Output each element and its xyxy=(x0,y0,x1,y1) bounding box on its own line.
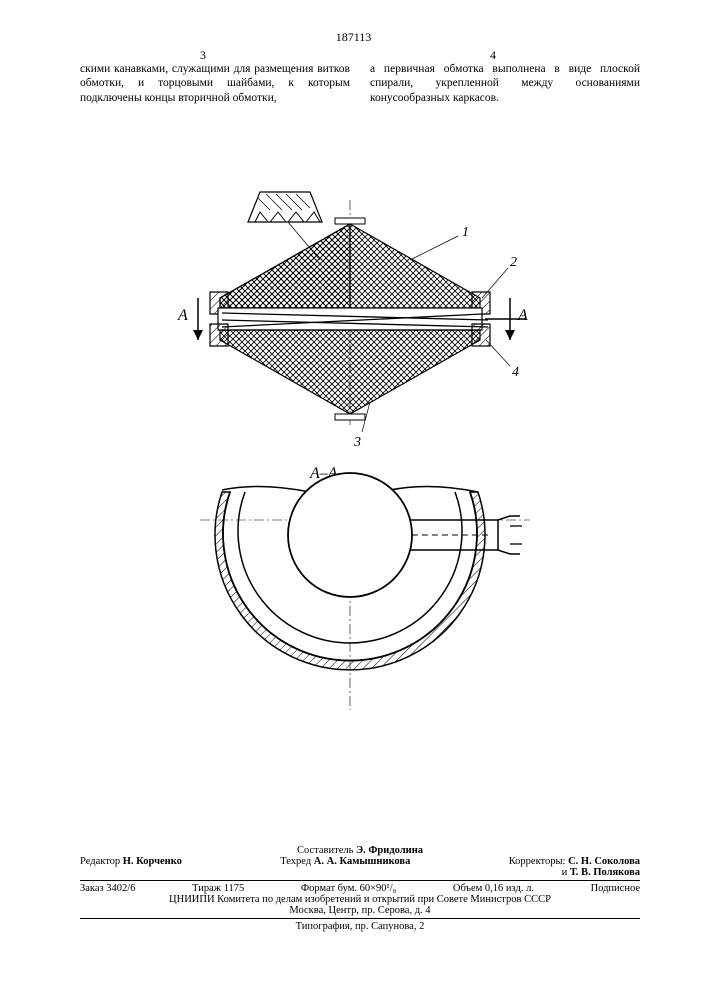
editor-label: Редактор xyxy=(80,856,120,867)
compiler-name: Э. Фридолина xyxy=(356,845,423,856)
footer-block: Составитель Э. Фридолина Редактор Н. Кор… xyxy=(80,845,640,932)
divider-2 xyxy=(80,918,640,919)
corr-label: Корректоры: xyxy=(509,856,566,867)
editor-name: Н. Корченко xyxy=(123,856,182,867)
callout-4: 4 xyxy=(512,365,519,380)
callout-1: 1 xyxy=(462,225,469,240)
corr-and: и xyxy=(562,867,568,878)
callout-3: 3 xyxy=(353,435,361,450)
section-letter-a-right: A xyxy=(517,307,528,324)
imprint-order: Заказ 3402/6 xyxy=(80,883,135,894)
patent-page: 187113 3 4 скими канавками, служащими дл… xyxy=(0,0,707,1000)
callout-2: 2 xyxy=(510,255,517,270)
upper-view: A A 1 xyxy=(177,192,528,450)
tech-name: А. А. Камышникова xyxy=(314,856,411,867)
doc-number: 187113 xyxy=(0,30,707,45)
imprint-org: ЦНИИПИ Комитета по делам изобретений и о… xyxy=(80,894,640,905)
imprint-volume: Объем 0,16 изд. л. xyxy=(453,883,534,894)
right-column-text: а первичная обмотка выполнена в виде пло… xyxy=(370,62,640,105)
divider-1 xyxy=(80,880,640,881)
technical-drawing: A A 1 xyxy=(110,180,590,740)
imprint-format: Формат бум. 60×90¹/₈ xyxy=(301,883,396,894)
compiler-label: Составитель xyxy=(297,845,353,856)
section-arrow-left: A xyxy=(177,298,203,340)
imprint-tirazh: Тираж 1175 xyxy=(192,883,244,894)
corr-name1: С. Н. Соколова xyxy=(568,856,640,867)
corr-name2: Т. В. Полякова xyxy=(570,867,640,878)
imprint-sub: Подписное xyxy=(591,883,640,894)
left-column-text: скими канавками, служащими для размещени… xyxy=(80,62,350,105)
section-letter-a-left: A xyxy=(177,307,188,324)
column-number-left: 3 xyxy=(200,48,206,63)
typography-line: Типография, пр. Сапунова, 2 xyxy=(80,921,640,932)
column-number-right: 4 xyxy=(490,48,496,63)
imprint-address: Москва, Центр, пр. Серова, д. 4 xyxy=(80,905,640,916)
tech-label: Техред xyxy=(280,856,311,867)
section-view xyxy=(200,473,530,710)
